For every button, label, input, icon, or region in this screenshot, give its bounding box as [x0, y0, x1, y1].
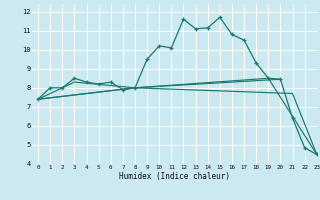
X-axis label: Humidex (Indice chaleur): Humidex (Indice chaleur) — [119, 172, 230, 181]
